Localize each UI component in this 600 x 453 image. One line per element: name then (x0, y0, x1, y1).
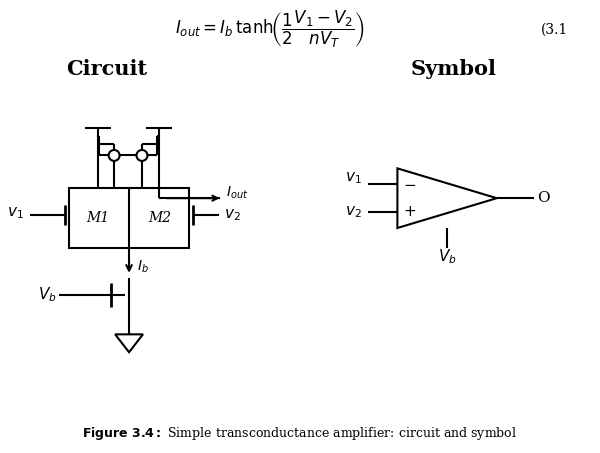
Text: O: O (538, 191, 550, 205)
Text: $\mathit{V}_b$: $\mathit{V}_b$ (438, 247, 457, 266)
Text: $\mathbf{Figure\ 3.4:}$ Simple transconductance amplifier: circuit and symbol: $\mathbf{Figure\ 3.4:}$ Simple transcond… (82, 424, 518, 442)
Text: M1: M1 (86, 211, 110, 225)
Text: $\mathit{V}_b$: $\mathit{V}_b$ (38, 286, 56, 304)
Text: $\mathit{v}_1$: $\mathit{v}_1$ (345, 170, 362, 186)
Text: $-$: $-$ (403, 177, 416, 191)
Text: Circuit: Circuit (65, 59, 147, 79)
Text: (3.1: (3.1 (541, 22, 568, 36)
Polygon shape (115, 334, 143, 352)
Polygon shape (397, 169, 497, 228)
Text: $\mathit{v}_2$: $\mathit{v}_2$ (224, 207, 241, 223)
Text: $\mathit{I}_{out}$: $\mathit{I}_{out}$ (226, 185, 249, 202)
Text: $\mathit{I}_b$: $\mathit{I}_b$ (137, 259, 149, 275)
Text: $I_{out} = I_b\,\mathrm{tanh}\!\left(\dfrac{1}{2}\dfrac{V_1-V_2}{nV_T}\right)$: $I_{out} = I_b\,\mathrm{tanh}\!\left(\df… (175, 9, 365, 50)
Bar (70, 188, 188, 248)
Text: $\mathit{v}_2$: $\mathit{v}_2$ (345, 204, 362, 220)
Text: $+$: $+$ (403, 205, 416, 219)
Text: M2: M2 (148, 211, 172, 225)
Text: Symbol: Symbol (411, 59, 497, 79)
Text: $\mathit{v}_1$: $\mathit{v}_1$ (7, 205, 24, 221)
